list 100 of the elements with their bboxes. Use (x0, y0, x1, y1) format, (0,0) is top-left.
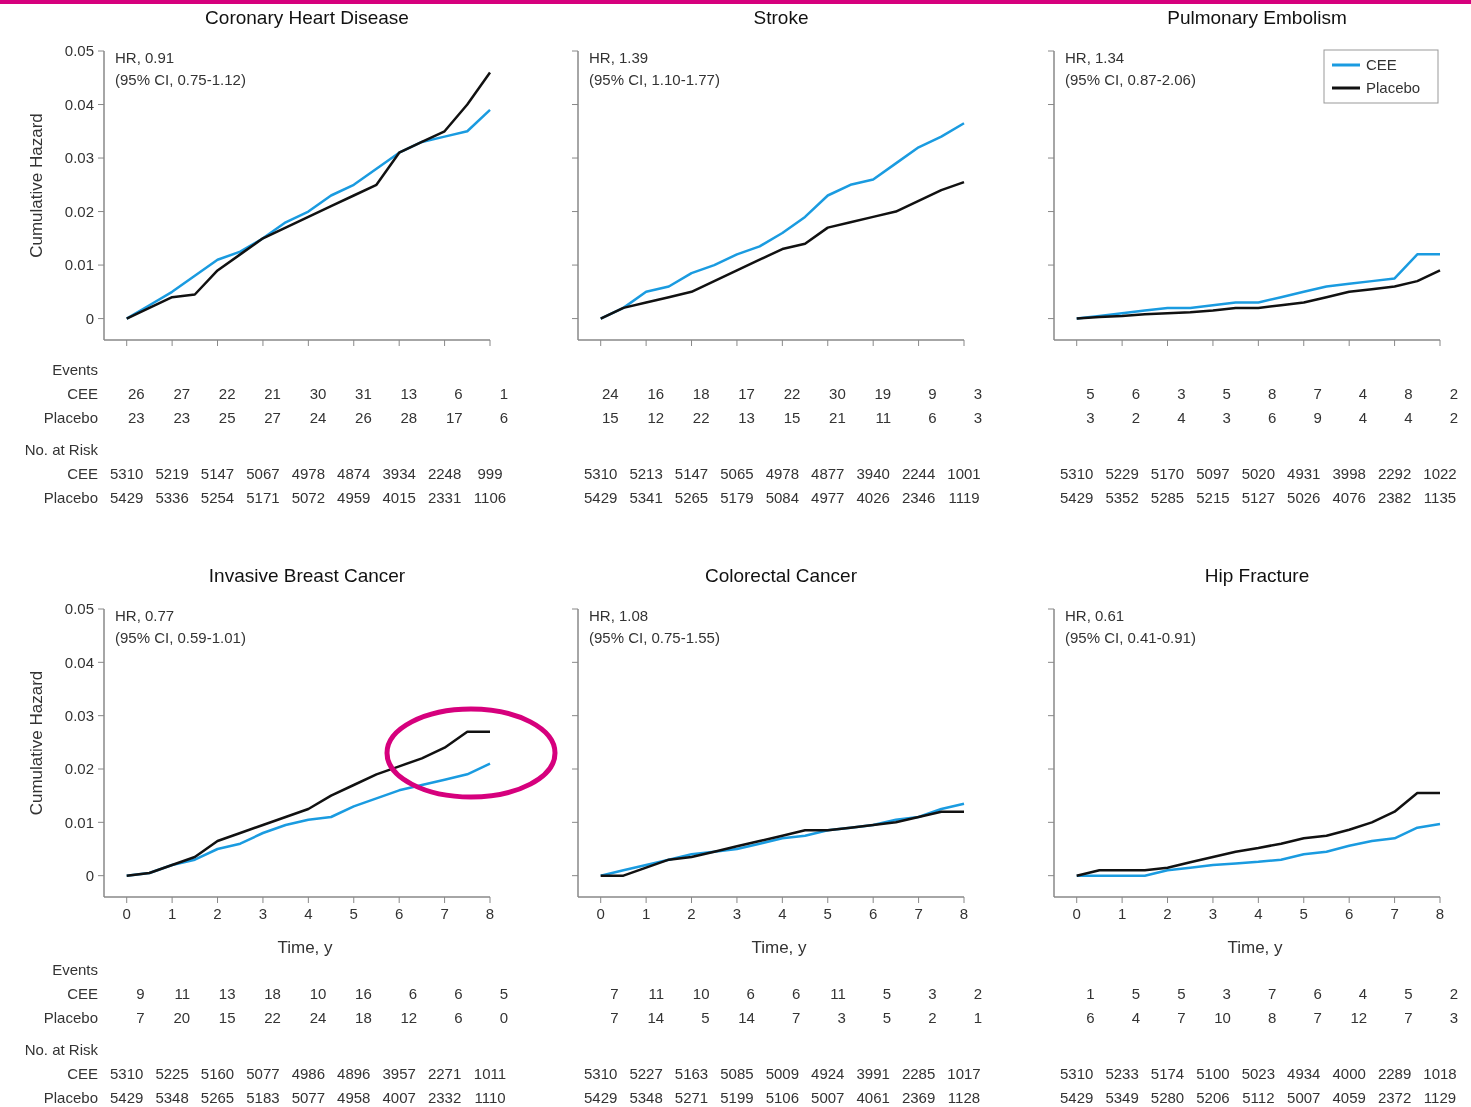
text: CEE (67, 465, 98, 483)
text: 5 6 3 5 8 7 4 8 2 (1086, 385, 1458, 403)
text: 5429 5348 5271 5199 5106 5007 4061 2369 1128 (584, 1089, 981, 1107)
y-tick-label: 0.01 (64, 256, 94, 274)
x-tick-label: 4 (1254, 905, 1263, 922)
text: 5429 5336 5254 5171 5072 4959 4015 2331 1106 (110, 489, 507, 507)
x-tick-label: 6 (395, 905, 404, 922)
x-axis-title: Time, y (1227, 938, 1284, 957)
y-tick-label: 0.01 (64, 813, 94, 831)
x-tick-label: 2 (687, 905, 696, 922)
chart-title: Invasive Breast Cancer (208, 565, 406, 586)
y-tick-label: 0.02 (64, 202, 94, 220)
x-tick-label: 5 (1299, 905, 1308, 922)
annotation: (95% CI, 1.10-1.77) (589, 71, 720, 88)
annotation: HR, 0.61 (1065, 607, 1125, 624)
annotation: HR, 1.34 (1065, 49, 1125, 66)
chart-title: Stroke (753, 7, 809, 28)
x-axis-title: Time, y (751, 938, 808, 957)
text: 5310 5219 5147 5067 4978 4874 3934 2248 999 (110, 465, 503, 483)
y-axis-title: Cumulative Hazard (27, 670, 46, 816)
x-tick-label: 7 (440, 905, 449, 922)
chart-title: Hip Fracture (1204, 565, 1310, 586)
x-tick-label: 0 (122, 905, 131, 922)
y-tick-label: 0.04 (64, 653, 94, 671)
text: Placebo (43, 409, 98, 427)
text: 5310 5229 5170 5097 5020 4931 3998 2292 1022 (1060, 465, 1457, 483)
x-tick-label: 7 (1390, 905, 1399, 922)
text: 26 27 22 21 30 31 13 6 1 (128, 385, 508, 403)
text: 5310 5227 5163 5085 5009 4924 3991 2285 1017 (584, 1065, 981, 1083)
chart-title: Pulmonary Embolism (1167, 7, 1347, 28)
text: CEE (67, 985, 98, 1003)
x-tick-label: 3 (732, 905, 742, 922)
text: No. at Risk (24, 1041, 99, 1059)
annotation: (95% CI, 0.75-1.12) (115, 71, 246, 88)
text: 5310 5213 5147 5065 4978 4877 3940 2244 1001 (584, 465, 981, 483)
text: 6 4 7 10 8 7 12 7 3 (1086, 1009, 1458, 1027)
text: 3 2 4 3 6 9 4 4 2 (1086, 409, 1458, 427)
x-tick-label: 2 (1163, 905, 1172, 922)
text: 5429 5349 5280 5206 5112 5007 4059 2372 1129 (1060, 1089, 1457, 1107)
x-tick-label: 5 (349, 905, 358, 922)
text: CEE (67, 1065, 98, 1083)
text: 5310 5233 5174 5100 5023 4934 4000 2289 1018 (1060, 1065, 1457, 1083)
text: 24 16 18 17 22 30 19 9 3 (602, 385, 982, 403)
x-axis-title: Time, y (277, 938, 334, 957)
annotation: HR, 0.91 (115, 49, 175, 66)
text: Placebo (43, 1089, 98, 1107)
text: 23 23 25 27 24 26 28 17 6 (128, 409, 508, 427)
y-tick-label: 0.02 (64, 760, 94, 778)
annotation: HR, 1.39 (589, 49, 649, 66)
y-tick-label: 0 (85, 309, 94, 327)
legend-label: CEE (1366, 56, 1397, 74)
x-tick-label: 4 (304, 905, 313, 922)
line-series (125, 730, 492, 877)
text: 5429 5352 5285 5215 5127 5026 4076 2382 1135 (1060, 489, 1457, 507)
legend-label: Placebo (1366, 79, 1421, 97)
annotation: HR, 0.77 (115, 607, 175, 624)
text: No. at Risk (24, 441, 99, 459)
text: 1 5 5 3 7 6 4 5 2 (1086, 985, 1458, 1003)
y-tick-label: 0.04 (64, 95, 94, 113)
x-tick-label: 1 (641, 905, 651, 922)
x-tick-label: 8 (1435, 905, 1445, 922)
chart-title: Colorectal Cancer (704, 565, 858, 586)
text: 5429 5341 5265 5179 5084 4977 4026 2346 1119 (584, 489, 980, 507)
y-tick-label: 0.05 (64, 42, 94, 60)
text: Placebo (43, 489, 98, 507)
text: 7 14 5 14 7 3 5 2 1 (610, 1009, 982, 1027)
text: 7 20 15 22 24 18 12 6 0 (136, 1009, 508, 1027)
text: CEE (67, 385, 98, 403)
y-axis-title: Cumulative Hazard (27, 113, 46, 258)
annotation: (95% CI, 0.59-1.01) (115, 629, 246, 646)
annotation: (95% CI, 0.87-2.06) (1065, 71, 1196, 88)
x-tick-label: 6 (1345, 905, 1354, 922)
x-tick-label: 3 (1208, 905, 1218, 922)
x-tick-label: 0 (596, 905, 605, 922)
text: 5429 5348 5265 5183 5077 4958 4007 2332 1110 (110, 1089, 506, 1107)
x-tick-label: 3 (258, 905, 268, 922)
x-tick-label: 4 (778, 905, 787, 922)
chart-title: Coronary Heart Disease (205, 7, 409, 28)
text: 15 12 22 13 15 21 11 6 3 (602, 409, 982, 427)
x-tick-label: 0 (1072, 905, 1081, 922)
y-tick-label: 0.03 (64, 149, 94, 167)
x-tick-label: 1 (167, 905, 177, 922)
x-tick-label: 5 (823, 905, 832, 922)
y-tick-label: 0.05 (64, 600, 94, 618)
x-tick-label: 7 (914, 905, 923, 922)
text: 5310 5225 5160 5077 4986 4896 3957 2271 1011 (110, 1065, 507, 1083)
text: Events (52, 961, 98, 979)
text: Events (52, 361, 98, 379)
x-tick-label: 1 (1117, 905, 1127, 922)
x-tick-label: 2 (213, 905, 222, 922)
x-tick-label: 6 (869, 905, 878, 922)
text: 9 11 13 18 10 16 6 6 5 (136, 985, 508, 1003)
y-tick-label: 0 (85, 866, 94, 884)
x-tick-label: 8 (485, 905, 495, 922)
annotation: HR, 1.08 (589, 607, 649, 624)
annotation: (95% CI, 0.41-0.91) (1065, 629, 1196, 646)
annotation: (95% CI, 0.75-1.55) (589, 629, 720, 646)
x-tick-label: 8 (959, 905, 969, 922)
text: 7 11 10 6 6 11 5 3 2 (610, 985, 982, 1003)
text: Placebo (43, 1009, 98, 1027)
